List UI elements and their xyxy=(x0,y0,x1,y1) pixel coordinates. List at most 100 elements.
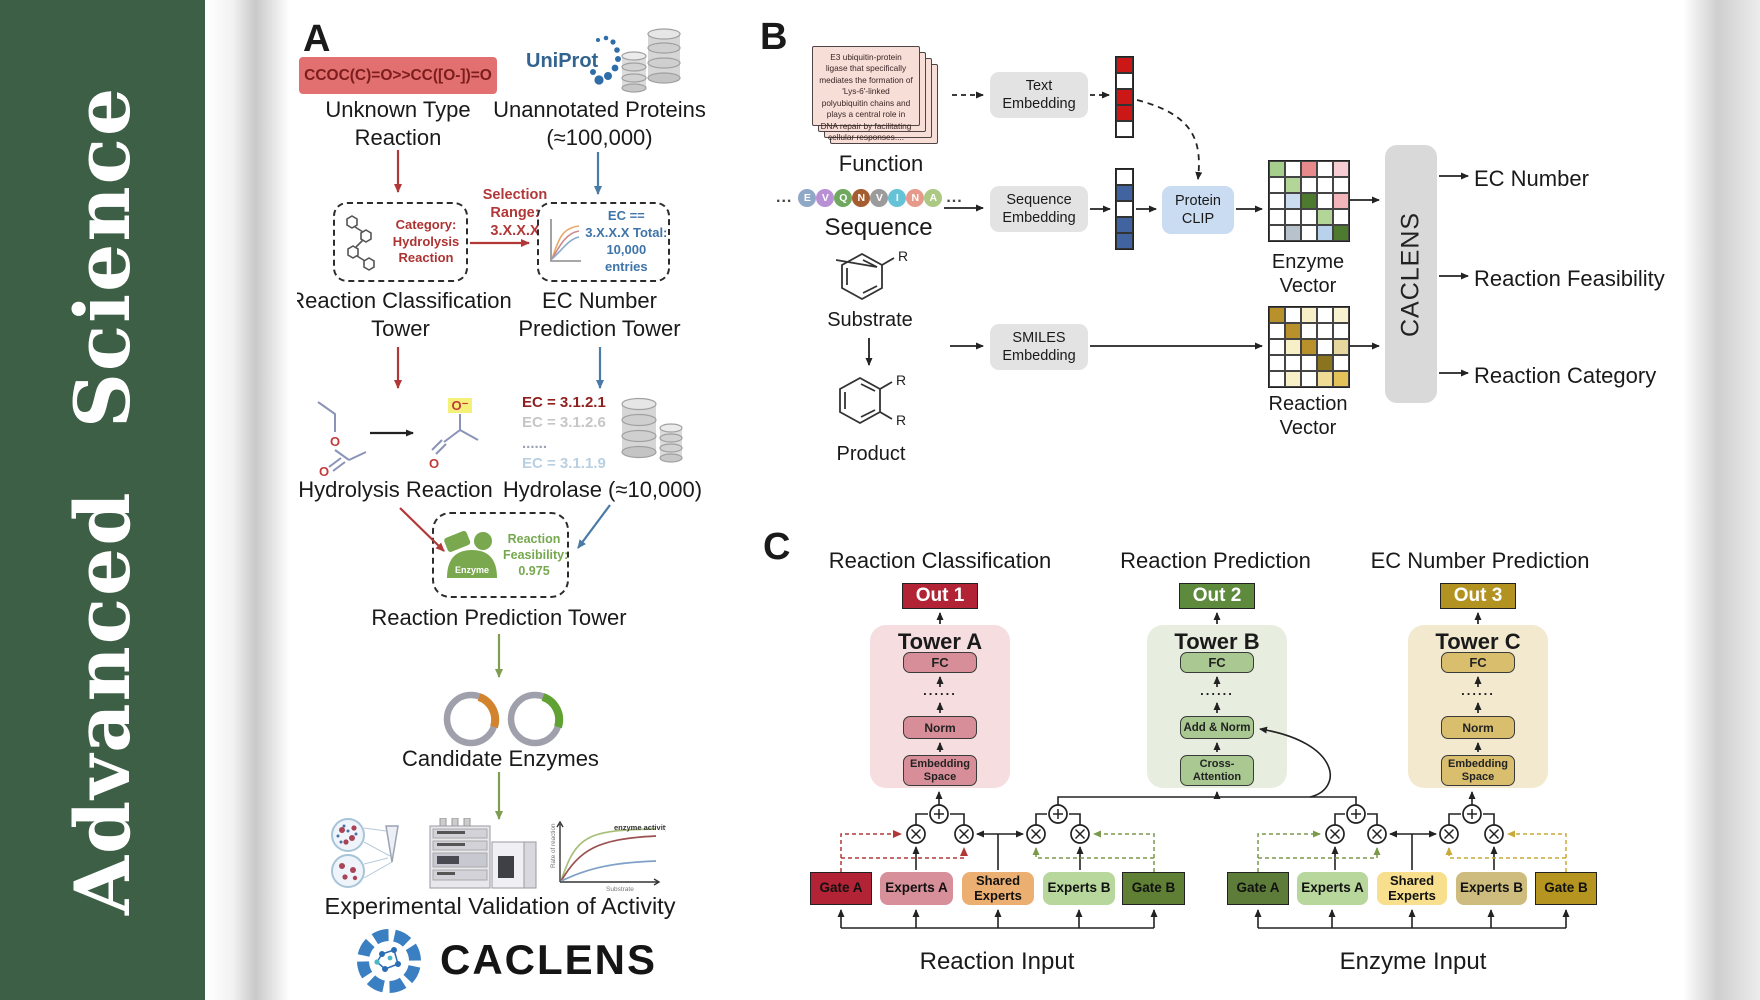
classification-tower-label: Reaction Classification Tower xyxy=(289,288,512,341)
enzyme-gate-a: Gate A xyxy=(1227,872,1289,905)
substrate-label: Substrate xyxy=(827,309,913,331)
text-feature-vector xyxy=(1115,56,1134,138)
reaction-vector-matrix xyxy=(1268,306,1350,388)
page-left-shadow xyxy=(205,0,297,1000)
atom-o-minus: O⁻ xyxy=(452,398,469,413)
output-reaction-category: Reaction Category xyxy=(1474,363,1657,388)
enzyme-input-label: Enzyme Input xyxy=(1339,948,1487,975)
uniprot-logo: UniProt xyxy=(526,50,599,72)
tower-a-norm-block: Norm xyxy=(903,716,977,739)
sequence-ellipsis-left: ... xyxy=(776,189,793,206)
output-reaction-feasibility: Reaction Feasibility xyxy=(1474,266,1665,291)
plot-xlabel: Substrate xyxy=(606,886,634,893)
ec-item: EC = 3.1.2.1 xyxy=(522,394,606,411)
tower-a-embedding-block: Embedding Space xyxy=(903,755,977,786)
ester-molecule-icon: O O xyxy=(317,401,367,476)
tower-c-norm-block: Norm xyxy=(1441,716,1515,739)
hydrolase-database-icon xyxy=(621,397,683,463)
experimental-validation-label: Experimental Validation of Activity xyxy=(324,893,676,919)
tower-a-title: Reaction Classification xyxy=(828,548,1052,573)
feasibility-value: 0.975 xyxy=(518,564,550,579)
smiles-reaction-box: CCOC(C)=O>>CC([O-])=O xyxy=(299,57,497,94)
plot-ylabel: Rate of reaction xyxy=(550,823,557,868)
reaction-prediction-box: Enzyme Reaction Feasibility: 0.975 xyxy=(432,512,569,598)
classification-tower-box: Category: Hydrolysis Reaction xyxy=(333,202,468,282)
unknown-reaction-label: Unknown Type Reaction xyxy=(325,97,471,150)
reaction-gate-a: Gate A xyxy=(810,872,872,905)
tower-c-embedding-block: Embedding Space xyxy=(1441,755,1515,786)
enzyme-experts-a: Experts A xyxy=(1297,872,1368,905)
sequence-ellipsis-right: ... xyxy=(946,189,963,206)
tower-c-name: Tower C xyxy=(1435,629,1521,654)
ec-filter-box: EC == 3.X.X.X Total: 10,000 entries xyxy=(537,202,670,282)
svg-text:O: O xyxy=(319,464,329,476)
tower-a-name: Tower A xyxy=(897,629,983,654)
tower-c-dots: ...... xyxy=(1461,683,1495,698)
enzyme-shared-experts: Shared Experts xyxy=(1377,872,1447,905)
panel-b-label: B xyxy=(760,16,788,58)
page-right-shadow xyxy=(1683,0,1760,1000)
tower-c-fc-block: FC xyxy=(1441,652,1515,673)
sequence-label: Sequence xyxy=(824,214,933,241)
r-group-label: R xyxy=(898,250,908,264)
feasibility-text: Reaction Feasibility: xyxy=(503,531,569,562)
reaction-gate-b: Gate B xyxy=(1122,872,1185,905)
function-card: E3 ubiquitin-protein ligase that specifi… xyxy=(812,46,920,142)
tower-b-title: Reaction Prediction xyxy=(1120,548,1311,573)
ec-filter-text: EC == 3.X.X.X Total: 10,000 entries xyxy=(585,208,668,274)
journal-sidebar: Advanced Science xyxy=(0,0,205,1000)
activity-plot: Rate of reaction Substrate enzyme activi… xyxy=(550,820,666,893)
output-ec-number: EC Number xyxy=(1474,166,1589,191)
enzyme-gate-b: Gate B xyxy=(1535,872,1597,905)
svg-text:R: R xyxy=(896,372,906,388)
protein-clip-box: Protein CLIP xyxy=(1162,186,1234,234)
caclens-logo-icon xyxy=(357,929,421,993)
out-3-box: Out 3 xyxy=(1440,583,1516,609)
tower-b-panel: Tower B FC ...... Add & Norm Cross-Atten… xyxy=(1147,625,1287,788)
product-molecule-icon: R R xyxy=(839,372,906,428)
journal-title: Advanced Science xyxy=(58,85,147,915)
smiles-embedding-box: SMILES Embedding xyxy=(990,324,1088,370)
uniprot-dots-icon xyxy=(590,35,621,85)
function-card-stack: E3 ubiquitin-protein ligase that specifi… xyxy=(812,46,942,146)
caclens-model-text: CACLENS xyxy=(1396,211,1425,337)
plot-annotation: enzyme activity xyxy=(614,823,666,832)
reaction-prediction-tower-label: Reaction Prediction Tower xyxy=(371,605,627,630)
out-1-box: Out 1 xyxy=(902,583,978,609)
enzyme-icon: Enzyme xyxy=(444,530,497,578)
selection-range-label: Selection Range: 3.X.X.X xyxy=(482,187,548,240)
database-stack-icon xyxy=(621,28,681,93)
tower-c-panel: Tower C FC ...... Norm Embedding Space xyxy=(1408,625,1548,788)
sequence-embedding-box: Sequence Embedding xyxy=(990,186,1088,232)
hplc-instrument-icon xyxy=(429,818,537,889)
tower-a-dots: ...... xyxy=(923,683,957,698)
svg-text:O: O xyxy=(429,456,439,471)
sequence-feature-vector xyxy=(1115,168,1134,250)
reaction-shared-experts: Shared Experts xyxy=(962,872,1034,905)
panel-a-label: A xyxy=(303,18,331,60)
tower-c-title: EC Number Prediction xyxy=(1370,548,1590,573)
molecule-scribble-icon xyxy=(346,215,375,271)
ec-prediction-tower-label: EC Number Prediction Tower xyxy=(518,288,681,341)
panel-c-label: C xyxy=(763,526,791,568)
product-label: Product xyxy=(836,443,906,465)
substrate-molecule-icon: R xyxy=(836,250,908,301)
category-box-text: Category: Hydrolysis Reaction xyxy=(392,216,460,266)
enzyme-badge-text: Enzyme xyxy=(455,565,489,575)
curves-mini-plot-icon xyxy=(550,219,581,262)
reaction-experts-a: Experts A xyxy=(880,872,953,905)
ec-item: EC = 3.1.2.6 xyxy=(522,414,606,432)
tower-a-panel: Tower A FC ...... Norm Embedding Space xyxy=(870,625,1010,788)
unannotated-proteins-label: Unannotated Proteins (≈100,000) xyxy=(493,97,706,150)
reaction-experts-b: Experts B xyxy=(1043,872,1115,905)
tower-b-crossattention-block: Cross-Attention xyxy=(1180,755,1254,786)
function-label: Function xyxy=(838,151,924,176)
tower-b-dots: ...... xyxy=(1200,683,1234,698)
ec-item: EC = 3.1.1.9 xyxy=(522,454,606,472)
tower-b-addnorm-block: Add & Norm xyxy=(1180,716,1254,739)
out-2-box: Out 2 xyxy=(1179,583,1255,609)
sample-prep-icon xyxy=(331,818,399,888)
tower-b-fc-block: FC xyxy=(1180,652,1254,673)
